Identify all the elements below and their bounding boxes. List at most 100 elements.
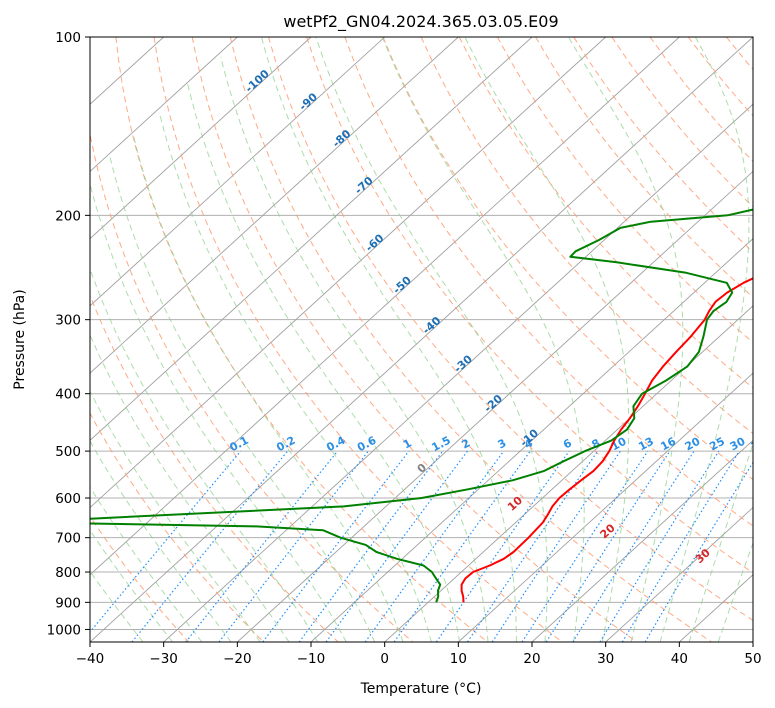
moist-adiabat	[90, 333, 290, 642]
dry-adiabat	[268, 37, 753, 622]
y-tick-label: 200	[55, 208, 81, 224]
isotherm	[310, 238, 753, 642]
isotherm-label: -80	[330, 127, 354, 150]
isotherm	[752, 641, 753, 642]
dry-adiabat	[458, 37, 753, 389]
mixing-ratio-label: 30	[728, 435, 748, 454]
dry-adiabat	[611, 37, 753, 208]
mixing-ratio-line	[521, 450, 649, 642]
moist-adiabat	[90, 440, 232, 642]
mixing-ratio-line	[393, 450, 531, 642]
moist-adiabat	[108, 154, 376, 642]
isotherm-label: -60	[363, 231, 387, 254]
mixing-ratio-line	[545, 450, 671, 642]
mixing-ratio-line	[298, 450, 444, 642]
mixing-ratio-line	[572, 450, 695, 642]
dry-adiabat	[765, 37, 775, 642]
dry-adiabat	[90, 131, 414, 642]
dry-adiabat	[649, 37, 753, 163]
x-tick-label: −20	[223, 651, 252, 667]
dry-adiabat	[191, 37, 638, 642]
x-tick-label: 0	[380, 651, 389, 667]
isotherm	[163, 103, 753, 642]
isotherm	[90, 37, 533, 441]
isotherm	[90, 37, 312, 240]
x-tick-label: −10	[297, 651, 326, 667]
isotherm	[90, 37, 680, 576]
mixing-ratio-label: 13	[636, 435, 656, 454]
mixing-ratio-line	[364, 450, 505, 642]
mixing-ratio-line	[90, 450, 242, 633]
y-tick-label: 500	[55, 444, 81, 460]
isotherm	[90, 37, 753, 642]
mixing-ratio-line	[621, 450, 740, 642]
moist-adiabat	[90, 486, 203, 642]
x-tick-label: 40	[671, 651, 688, 667]
plot-frame	[89, 36, 754, 643]
y-tick-label: 600	[55, 491, 81, 507]
mixing-ratio-line	[435, 450, 570, 642]
chart-title: wetPf2_GN04.2024.365.03.05.E09	[283, 12, 558, 32]
y-tick-label: 900	[55, 595, 81, 611]
moist-adiabat	[261, 37, 517, 642]
dry-adiabat	[344, 37, 753, 527]
dry-adiabat	[229, 37, 712, 642]
y-tick-label: 400	[55, 387, 81, 403]
isotherm-label: -100	[243, 67, 272, 95]
x-tick-label: 30	[597, 651, 614, 667]
moist-adiabat	[90, 267, 319, 642]
isotherm-label: -30	[451, 352, 475, 375]
x-tick-label: −30	[149, 651, 178, 667]
plot-area: 0.1 0.2 0.4 0.6 1 1.5 2 3 4 6 8 10 13 16 20 25 30 36-100-…	[90, 37, 775, 642]
moist-adiabat	[90, 390, 261, 642]
dry-adiabat-label: 20	[598, 521, 618, 541]
moist-adiabat	[220, 56, 489, 642]
dry-adiabat	[90, 412, 264, 642]
mixing-ratio-label: 36	[749, 435, 769, 454]
dry-adiabat	[153, 37, 563, 642]
x-tick-label: 20	[523, 651, 540, 667]
moist-adiabat	[158, 112, 432, 642]
y-axis-label: Pressure (hPa)	[12, 289, 28, 389]
mixing-ratio-line	[185, 450, 339, 642]
dry-adiabat-label: 30	[693, 546, 713, 566]
mixing-ratio-label: 3	[496, 436, 509, 451]
y-tick-label: 300	[55, 313, 81, 329]
isotherm-label: -40	[420, 314, 444, 337]
moist-adiabat	[90, 181, 347, 642]
x-tick-label: −40	[76, 651, 105, 667]
mixing-ratio-label: 20	[683, 435, 703, 454]
mixing-ratio-line	[325, 450, 468, 642]
y-tick-label: 100	[55, 30, 81, 46]
mixing-ratio-line	[131, 450, 289, 642]
isotherm-label: -70	[352, 174, 376, 197]
isotherm-label: -90	[297, 90, 321, 113]
isotherm	[458, 372, 753, 642]
dry-adiabat	[726, 37, 753, 71]
mixing-ratio-label: 6	[561, 436, 574, 451]
mixing-ratio-line	[599, 450, 720, 642]
isotherm	[605, 506, 753, 642]
x-axis: −40 −30 −20 −10 0 10 20 30 40 50	[76, 642, 762, 667]
isotherm	[531, 439, 753, 642]
temperature-profile	[460, 277, 753, 603]
mixing-ratio-line	[218, 450, 369, 642]
dewpoint-profile	[90, 208, 753, 603]
dry-adiabat	[496, 37, 753, 344]
isotherm	[90, 37, 606, 509]
dry-adiabat	[535, 37, 753, 298]
mixing-ratio-line	[491, 450, 621, 642]
x-tick-label: 50	[744, 651, 761, 667]
isotherm	[90, 37, 459, 374]
y-tick-label: 700	[55, 531, 81, 547]
mixing-ratio-label: 2	[459, 436, 472, 451]
mixing-ratio-label: 16	[658, 435, 678, 454]
dry-adiabat	[573, 37, 753, 253]
moist-adiabat	[315, 37, 548, 642]
moist-adiabat	[464, 37, 630, 642]
moist-adiabat	[90, 570, 144, 642]
isotherm	[384, 305, 753, 642]
x-tick-label: 10	[450, 651, 467, 667]
isotherm	[237, 170, 753, 642]
